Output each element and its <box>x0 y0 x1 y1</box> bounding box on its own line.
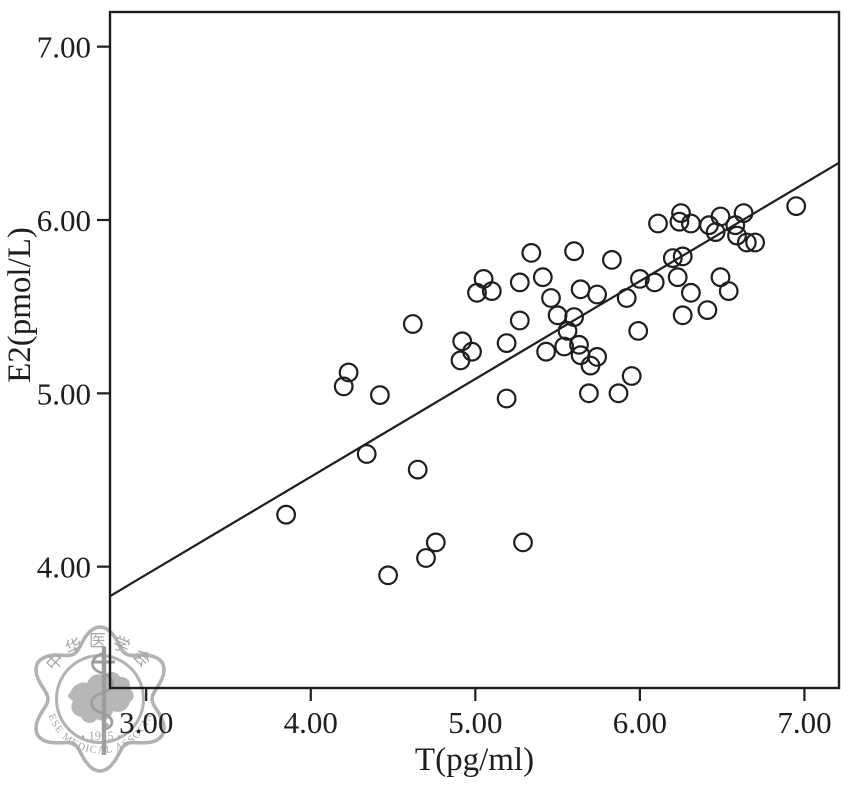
data-point <box>672 305 693 326</box>
x-tick-label: 7.00 <box>777 705 831 740</box>
x-tick-label: 3.00 <box>119 705 173 740</box>
data-point <box>338 362 359 383</box>
snake-icon <box>90 651 114 731</box>
y-tick-label: 4.00 <box>37 550 91 585</box>
watermark-seal: 中华医学会CHINESE MEDICAL ASSOCIATION1915 <box>34 625 166 773</box>
data-point <box>727 225 747 246</box>
data-point <box>473 269 494 289</box>
data-point <box>745 232 765 253</box>
data-point <box>648 213 668 234</box>
x-tick-label: 4.00 <box>284 705 338 740</box>
data-point <box>536 341 556 362</box>
plot-border <box>108 10 841 690</box>
y-tick-label: 6.00 <box>37 203 91 238</box>
data-point <box>496 388 517 409</box>
data-point <box>496 333 517 354</box>
regression-line <box>109 161 840 598</box>
data-point <box>718 281 739 302</box>
data-point <box>416 548 436 568</box>
data-point <box>407 459 428 480</box>
data-point <box>621 366 642 386</box>
data-point <box>616 288 637 308</box>
data-point <box>509 310 530 331</box>
data-point <box>557 321 578 341</box>
data-point <box>630 269 650 289</box>
y-tick-label: 5.00 <box>37 376 91 411</box>
data-point <box>378 565 399 586</box>
data-point <box>587 284 607 305</box>
data-point <box>569 334 589 355</box>
data-point <box>370 385 390 406</box>
watermark-dot <box>117 735 121 738</box>
x-axis-title: T(pg/ml) <box>415 742 534 778</box>
data-point <box>521 242 542 263</box>
y-tick-label: 7.00 <box>37 30 91 65</box>
data-point <box>450 350 471 371</box>
data-point <box>671 203 691 224</box>
data-point <box>786 196 807 217</box>
data-point <box>580 355 601 376</box>
x-tick-label: 5.00 <box>448 705 502 740</box>
data-point <box>452 331 473 352</box>
data-point <box>513 532 533 553</box>
data-point <box>733 203 754 224</box>
data-point <box>697 300 718 321</box>
y-axis-title: E2(pmol/L) <box>2 227 38 383</box>
data-point <box>554 336 575 357</box>
data-point <box>710 206 731 227</box>
china-map <box>68 671 134 723</box>
data-point <box>667 267 688 288</box>
x-tick-label: 6.00 <box>613 705 667 740</box>
data-point <box>672 246 693 267</box>
data-point <box>570 345 591 366</box>
data-point <box>356 444 377 464</box>
watermark-year: 1915 <box>89 729 114 743</box>
data-point <box>481 281 502 302</box>
data-point <box>541 288 561 308</box>
data-point <box>602 249 622 270</box>
data-point <box>628 321 649 341</box>
data-point <box>425 532 446 553</box>
data-point <box>402 314 423 334</box>
data-point <box>509 272 530 293</box>
data-point <box>564 241 584 262</box>
data-point <box>570 279 591 300</box>
data-point <box>681 213 701 234</box>
data-point <box>547 305 568 326</box>
data-point <box>333 376 354 397</box>
data-point <box>644 272 665 293</box>
data-point <box>276 504 297 525</box>
data-point <box>669 211 690 232</box>
data-point <box>532 267 553 288</box>
watermark-dot <box>81 735 85 738</box>
data-point <box>462 341 482 362</box>
data-point <box>681 282 701 303</box>
data-point <box>662 248 683 269</box>
data-point <box>736 232 757 253</box>
data-point <box>579 383 599 404</box>
data-point <box>608 383 629 404</box>
